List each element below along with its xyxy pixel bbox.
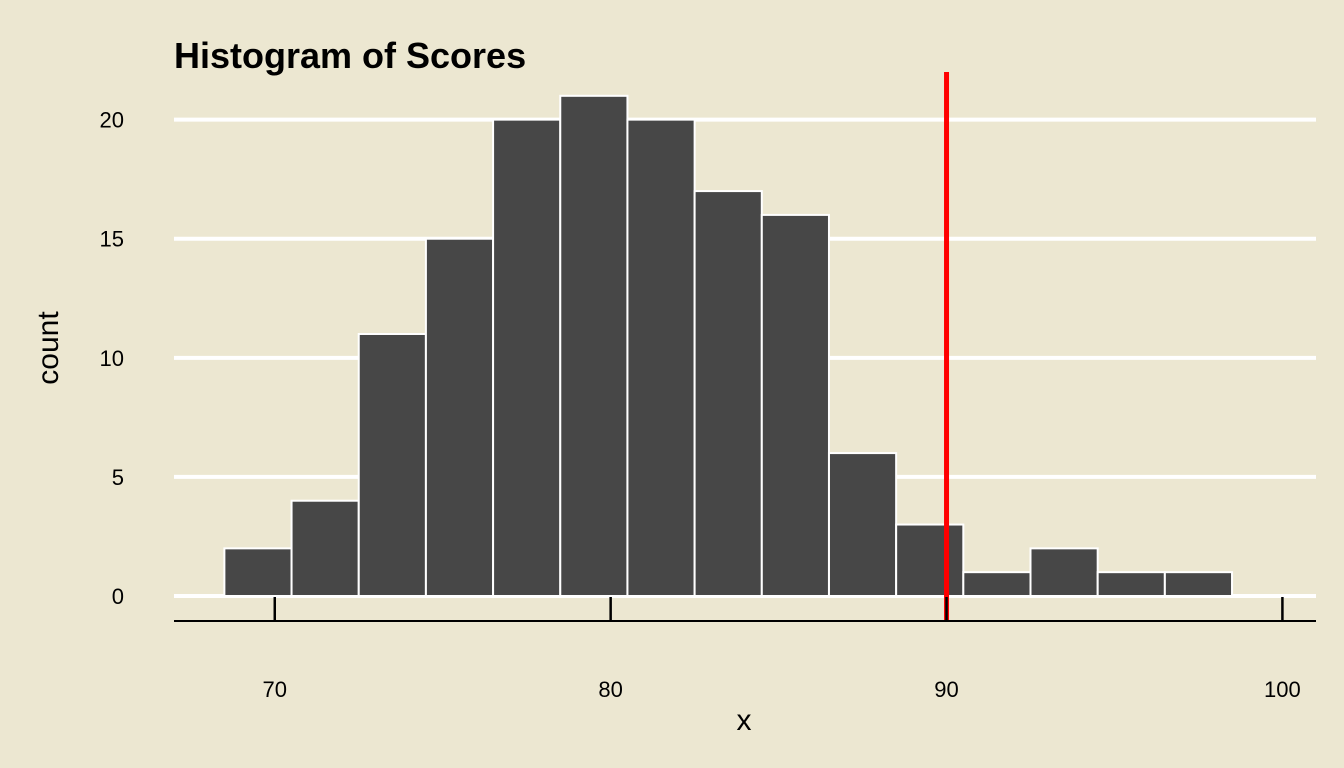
histogram-bar-3: [357, 332, 427, 597]
histogram-bar-12: [962, 571, 1032, 597]
y-tick-label-0: 0: [112, 584, 124, 609]
histogram-bar-1: [223, 547, 293, 597]
histogram-bar-2: [290, 499, 360, 597]
y-tick-label-5: 5: [112, 465, 124, 490]
histogram-bar-8: [693, 190, 763, 597]
histogram-bar-13: [1029, 547, 1099, 597]
y-tick-labels: 0 5 10 15 20: [100, 108, 124, 609]
histogram-bars: [223, 94, 1234, 597]
histogram-bar-9: [760, 213, 830, 597]
chart-title: Histogram of Scores: [174, 35, 526, 76]
y-tick-label-10: 10: [100, 346, 124, 371]
x-axis-label: x: [737, 704, 752, 737]
y-axis-label: count: [32, 311, 65, 385]
histogram-bar-6: [559, 94, 629, 597]
histogram-bar-7: [626, 118, 696, 597]
x-tick-labels: 70 80 90 100: [263, 677, 1301, 702]
histogram-bar-14: [1096, 571, 1166, 597]
x-tick-label-70: 70: [263, 677, 287, 702]
histogram-bar-5: [492, 118, 562, 597]
x-tick-label-90: 90: [934, 677, 958, 702]
y-tick-label-15: 15: [100, 227, 124, 252]
histogram-bar-15: [1163, 571, 1234, 597]
histogram-bar-10: [827, 452, 898, 597]
x-axis: [174, 597, 1316, 622]
x-tick-label-100: 100: [1264, 677, 1301, 702]
histogram-bar-11: [895, 523, 965, 597]
x-tick-label-80: 80: [598, 677, 622, 702]
histogram-bar-4: [424, 237, 495, 597]
y-tick-label-20: 20: [100, 108, 124, 133]
